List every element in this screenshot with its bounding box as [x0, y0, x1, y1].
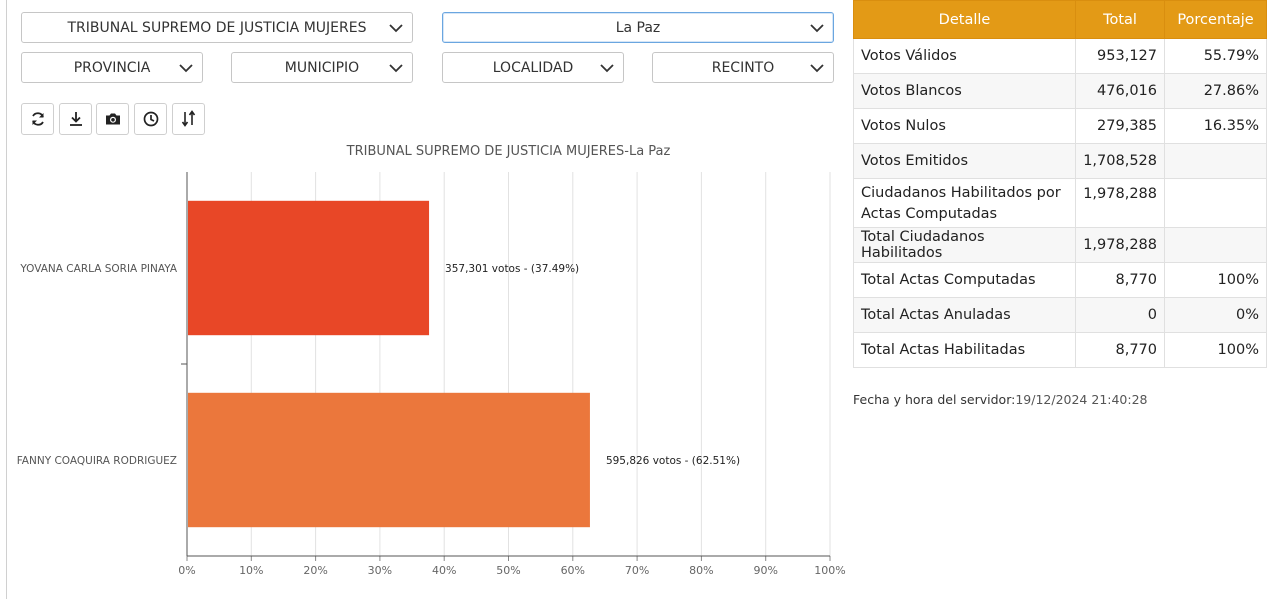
- download-icon: [69, 112, 82, 126]
- category-label: YOVANA CARLA SORIA PINAYA: [19, 263, 178, 275]
- x-tick-label: 50%: [496, 564, 520, 577]
- row-detail: Votos Nulos: [853, 108, 1076, 144]
- category-label: FANNY COAQUIRA RODRIGUEZ: [17, 455, 177, 467]
- chevron-down-icon: [179, 64, 193, 73]
- table-row: Votos Emitidos 1,708,528: [853, 143, 1267, 179]
- row-detail: Ciudadanos Habilitados por Actas Computa…: [853, 178, 1076, 228]
- screenshot-button[interactable]: [96, 103, 129, 135]
- row-percent: 100%: [1164, 332, 1267, 368]
- department-select-value: La Paz: [615, 19, 661, 36]
- row-total: 8,770: [1075, 262, 1165, 298]
- table-row: Total Actas Computadas 8,770 100%: [853, 262, 1267, 298]
- results-table: Detalle Total Porcentaje Votos Válidos 9…: [853, 0, 1267, 368]
- row-detail: Votos Blancos: [853, 73, 1076, 109]
- row-total: 1,708,528: [1075, 143, 1165, 179]
- provincia-select[interactable]: PROVINCIA: [21, 52, 203, 83]
- x-tick-label: 0%: [178, 564, 195, 577]
- row-detail: Votos Emitidos: [853, 143, 1076, 179]
- data-label: 595,826 votos - (62.51%): [606, 455, 740, 467]
- header-detalle: Detalle: [853, 0, 1076, 39]
- x-tick-label: 40%: [432, 564, 456, 577]
- row-percent: 16.35%: [1164, 108, 1267, 144]
- bar: [188, 392, 590, 528]
- localidad-select[interactable]: LOCALIDAD: [442, 52, 624, 83]
- chevron-down-icon: [389, 24, 403, 33]
- sort-button[interactable]: [172, 103, 205, 135]
- row-percent: 27.86%: [1164, 73, 1267, 109]
- row-percent: 100%: [1164, 262, 1267, 298]
- row-total: 279,385: [1075, 108, 1165, 144]
- frame-border: [6, 0, 7, 599]
- recinto-select-value: RECINTO: [711, 59, 775, 76]
- row-percent: [1164, 227, 1267, 263]
- bar: [188, 200, 430, 336]
- x-tick-label: 30%: [368, 564, 392, 577]
- table-row: Total Actas Habilitadas 8,770 100%: [853, 332, 1267, 368]
- history-button[interactable]: [134, 103, 167, 135]
- server-time-label: Fecha y hora del servidor:: [853, 392, 1016, 407]
- header-porcentaje: Porcentaje: [1164, 0, 1267, 39]
- x-tick-label: 60%: [561, 564, 585, 577]
- row-total: 1,978,288: [1075, 178, 1165, 228]
- table-row: Votos Válidos 953,127 55.79%: [853, 38, 1267, 74]
- table-row: Total Ciudadanos Habilitados 1,978,288: [853, 227, 1267, 263]
- table-row: Total Actas Anuladas 0 0%: [853, 297, 1267, 333]
- election-select[interactable]: TRIBUNAL SUPREMO DE JUSTICIA MUJERES: [21, 12, 413, 43]
- row-percent: [1164, 143, 1267, 179]
- chevron-down-icon: [600, 64, 614, 73]
- x-tick-label: 10%: [239, 564, 263, 577]
- refresh-button[interactable]: [21, 103, 54, 135]
- municipio-select-value: MUNICIPIO: [284, 59, 360, 76]
- row-detail: Total Actas Habilitadas: [853, 332, 1076, 368]
- download-button[interactable]: [59, 103, 92, 135]
- row-total: 8,770: [1075, 332, 1165, 368]
- recinto-select[interactable]: RECINTO: [652, 52, 834, 83]
- refresh-icon: [31, 112, 44, 126]
- bar-chart: 0% 10% 20% 30% 40% 50% 60% 70% 80% 90% 100% YOVANA …: [17, 172, 846, 577]
- row-detail: Total Ciudadanos Habilitados: [853, 227, 1076, 263]
- chevron-down-icon: [810, 64, 824, 73]
- chart-title: TRIBUNAL SUPREMO DE JUSTICIA MUJERES-La …: [346, 144, 671, 159]
- sort-icon: [181, 110, 195, 127]
- x-tick-label: 20%: [303, 564, 327, 577]
- row-percent: 55.79%: [1164, 38, 1267, 74]
- x-tick-label: 100%: [814, 564, 845, 577]
- header-total: Total: [1075, 0, 1165, 39]
- server-time-value: 19/12/2024 21:40:28: [1015, 392, 1148, 407]
- chevron-down-icon: [389, 64, 403, 73]
- row-percent: [1164, 178, 1267, 228]
- municipio-select[interactable]: MUNICIPIO: [231, 52, 413, 83]
- department-select[interactable]: La Paz: [442, 12, 834, 43]
- row-detail: Total Actas Anuladas: [853, 297, 1076, 333]
- row-total: 476,016: [1075, 73, 1165, 109]
- x-tick-label: 90%: [753, 564, 777, 577]
- camera-icon: [105, 113, 120, 125]
- localidad-select-value: LOCALIDAD: [492, 59, 574, 76]
- server-time: Fecha y hora del servidor:19/12/2024 21:…: [853, 392, 1148, 407]
- x-tick-label: 70%: [625, 564, 649, 577]
- row-detail: Votos Válidos: [853, 38, 1076, 74]
- table-row: Ciudadanos Habilitados por Actas Computa…: [853, 178, 1267, 228]
- row-detail: Total Actas Computadas: [853, 262, 1076, 298]
- row-percent: 0%: [1164, 297, 1267, 333]
- provincia-select-value: PROVINCIA: [73, 59, 151, 76]
- row-total: 953,127: [1075, 38, 1165, 74]
- row-total: 0: [1075, 297, 1165, 333]
- table-row: Votos Nulos 279,385 16.35%: [853, 108, 1267, 144]
- row-total: 1,978,288: [1075, 227, 1165, 263]
- chevron-down-icon: [810, 24, 824, 33]
- data-label: 357,301 votos - (37.49%): [445, 263, 579, 275]
- election-select-value: TRIBUNAL SUPREMO DE JUSTICIA MUJERES: [67, 19, 367, 36]
- results-header-row: Detalle Total Porcentaje: [853, 0, 1267, 39]
- x-tick-label: 80%: [689, 564, 713, 577]
- clock-icon: [143, 111, 158, 127]
- table-row: Votos Blancos 476,016 27.86%: [853, 73, 1267, 109]
